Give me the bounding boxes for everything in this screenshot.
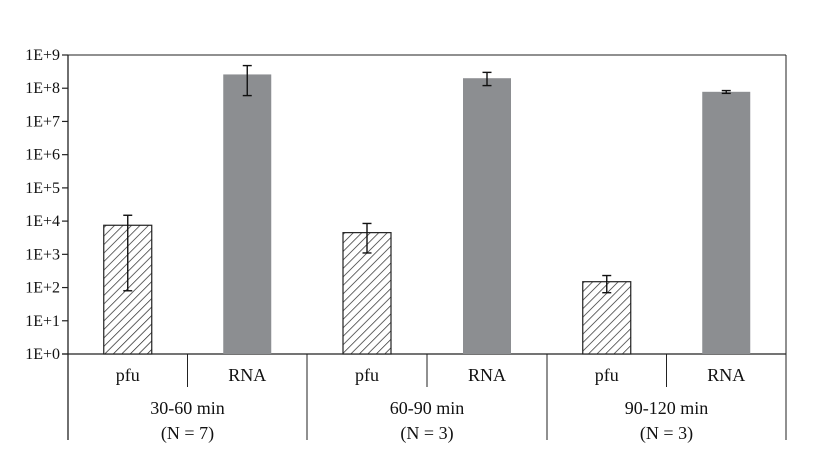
bar-pfu — [582, 281, 632, 355]
y-tick-label: 1E+4 — [25, 213, 60, 230]
y-tick-label: 1E+7 — [25, 113, 60, 130]
group-sublabel: (N = 7) — [161, 423, 214, 444]
y-tick-label: 1E+9 — [25, 47, 60, 64]
y-tick-label: 1E+3 — [25, 246, 60, 263]
category-label: RNA — [707, 365, 745, 385]
labels-layer: 1E+0 1E+1 1E+2 1E+3 1E+4 1E+5 1E+6 1E+7 1E+8 1E+9… — [25, 47, 745, 444]
axes-layer — [62, 54, 787, 440]
error-bars-layer — [123, 64, 731, 294]
category-label: pfu — [355, 365, 379, 385]
category-label: pfu — [595, 365, 619, 385]
category-label: RNA — [468, 365, 506, 385]
category-label: RNA — [228, 365, 266, 385]
bars-layer — [103, 74, 751, 355]
y-tick-label: 1E+0 — [25, 346, 60, 363]
y-tick-label: 1E+2 — [25, 280, 60, 297]
group-sublabel: (N = 3) — [640, 423, 693, 444]
bar-rna — [223, 74, 272, 354]
group-label: 30-60 min — [150, 398, 225, 418]
bar-rna — [702, 91, 751, 355]
group-label: 90-120 min — [625, 398, 709, 418]
bar-rna — [463, 78, 511, 354]
group-label: 60-90 min — [390, 398, 465, 418]
group-sublabel: (N = 3) — [400, 423, 453, 444]
y-tick-label: 1E+5 — [25, 180, 60, 197]
category-label: pfu — [116, 365, 140, 385]
y-tick-label: 1E+8 — [25, 80, 60, 97]
y-tick-label: 1E+6 — [25, 147, 60, 164]
y-tick-label: 1E+1 — [25, 313, 60, 330]
